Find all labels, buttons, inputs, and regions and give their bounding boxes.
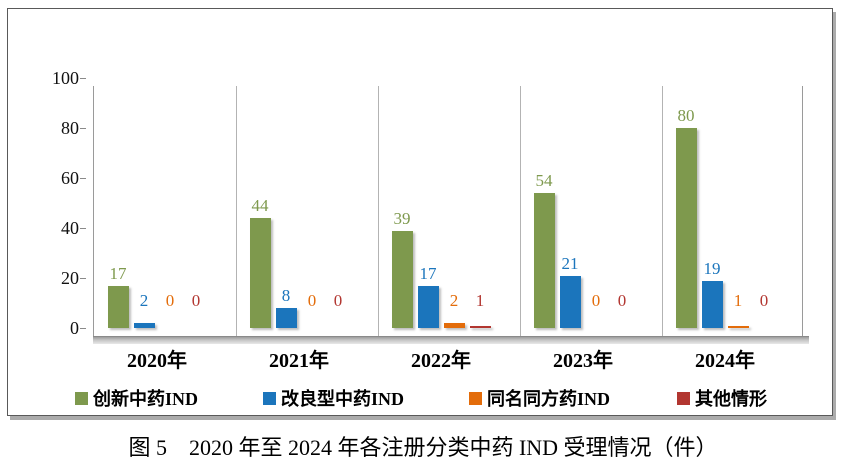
x-tick-label-2020年: 2020年: [127, 350, 187, 372]
category-separator: [662, 86, 663, 336]
bar-创新中药IND-2022年: [391, 230, 413, 328]
x-tick-label-2022年: 2022年: [411, 350, 471, 372]
figure-caption: 图 5 2020 年至 2024 年各注册分类中药 IND 受理情况（件）: [128, 435, 718, 460]
bar-slot: 17: [107, 78, 129, 328]
bar-value-label: 19: [703, 258, 721, 278]
bar-slot: 17: [417, 78, 439, 328]
bar-value-label: 0: [307, 291, 317, 310]
y-tick-mark-80: [80, 128, 86, 129]
bar-slot: 0: [328, 78, 349, 328]
bar-slot: 0: [302, 78, 323, 328]
bar-改良型中药IND-2023年: [559, 275, 581, 328]
bar-value-label: 8: [281, 286, 291, 305]
bar-slot: 44: [249, 78, 271, 328]
bar-value-label: 2: [139, 291, 149, 310]
bar-group-2022年: 39 17 2 1: [370, 78, 512, 328]
y-tick-label-60: 60: [61, 168, 79, 188]
x-tick-label-2021年: 2021年: [269, 350, 329, 372]
y-tick-mark-40: [80, 228, 86, 229]
bar-slot: 2: [443, 78, 465, 328]
y-tick-label-20: 20: [61, 268, 79, 288]
bar-slot: 80: [675, 78, 697, 328]
bar-slot: 39: [391, 78, 413, 328]
bar-slot: 0: [186, 78, 207, 328]
bar-value-label: 0: [759, 291, 769, 310]
bar-slot: 54: [533, 78, 555, 328]
y-tick-label-100: 100: [52, 68, 79, 88]
bar-slot: 0: [612, 78, 633, 328]
category-separator: [520, 86, 521, 336]
bar-value-label: 54: [535, 171, 553, 190]
bar-slot: 1: [727, 78, 749, 328]
bar-slot: 2: [133, 78, 155, 328]
legend-label: 其他情形: [695, 389, 767, 409]
bar-创新中药IND-2023年: [533, 193, 555, 328]
legend-swatch-icon: [263, 391, 276, 405]
bar-value-label: 21: [561, 253, 579, 273]
bar-创新中药IND-2024年: [675, 128, 697, 328]
bar-value-label: 17: [419, 263, 437, 283]
bar-value-label: 80: [677, 106, 695, 125]
bar-group-2020年: 17 2 0 0: [86, 78, 228, 328]
bar-其他情形-2022年: [469, 325, 491, 328]
x-tick-label-2023年: 2023年: [553, 350, 613, 372]
bar-value-label: 39: [393, 208, 411, 228]
bar-value-label: 0: [591, 291, 601, 310]
y-tick-label-40: 40: [61, 218, 79, 238]
bar-value-label: 0: [191, 291, 201, 310]
bar-value-label: 1: [733, 291, 743, 310]
category-separator: [236, 86, 237, 336]
bar-slot: 21: [559, 78, 581, 328]
baseline-shadow: [93, 336, 809, 344]
bar-创新中药IND-2020年: [107, 285, 129, 328]
y-tick-label-80: 80: [61, 118, 79, 138]
legend-label: 创新中药IND: [93, 389, 199, 409]
bar-slot: 0: [586, 78, 607, 328]
legend-item-改良型中药IND: 改良型中药IND: [263, 387, 404, 409]
plot-area: [93, 86, 803, 336]
bar-改良型中药IND-2024年: [701, 280, 723, 328]
legend-item-同名同方药IND: 同名同方药IND: [469, 387, 610, 409]
legend-swatch-icon: [75, 391, 88, 405]
bar-slot: 0: [754, 78, 775, 328]
bar-group-2021年: 44 8 0 0: [228, 78, 370, 328]
bar-group-2024年: 80 19 1 0: [654, 78, 796, 328]
y-tick-label-0: 0: [70, 318, 79, 338]
chart-frame: 0 20 40 60 80 100 2020年 2021年 2022年 2023年 2024年 创…: [7, 8, 833, 416]
bar-value-label: 44: [251, 196, 269, 215]
legend-swatch-icon: [677, 391, 690, 405]
bar-value-label: 0: [617, 291, 627, 310]
legend-item-创新中药IND: 创新中药IND: [75, 387, 198, 409]
category-separator: [378, 86, 379, 336]
bar-value-label: 0: [165, 291, 175, 310]
bar-value-label: 0: [333, 291, 343, 310]
bar-value-label: 17: [109, 263, 127, 283]
bar-slot: 19: [701, 78, 723, 328]
legend-label: 改良型中药IND: [281, 389, 405, 409]
y-tick-mark-0: [80, 328, 86, 329]
bar-group-2023年: 54 21 0 0: [512, 78, 654, 328]
bar-slot: 8: [275, 78, 297, 328]
bar-同名同方药IND-2022年: [443, 323, 465, 328]
legend-item-其他情形: 其他情形: [677, 387, 767, 409]
bar-同名同方药IND-2024年: [727, 325, 749, 328]
legend-label: 同名同方药IND: [487, 389, 611, 409]
y-tick-mark-20: [80, 278, 86, 279]
bar-改良型中药IND-2022年: [417, 285, 439, 328]
legend-swatch-icon: [469, 391, 482, 405]
bar-改良型中药IND-2021年: [275, 308, 297, 328]
bar-创新中药IND-2021年: [249, 218, 271, 328]
y-tick-mark-100: [80, 78, 86, 79]
bar-slot: 0: [160, 78, 181, 328]
y-tick-mark-60: [80, 178, 86, 179]
bar-value-label: 2: [449, 291, 459, 310]
x-tick-label-2024年: 2024年: [695, 350, 755, 372]
bar-value-label: 1: [475, 291, 485, 310]
bar-slot: 1: [469, 78, 491, 328]
bar-改良型中药IND-2020年: [133, 323, 155, 328]
